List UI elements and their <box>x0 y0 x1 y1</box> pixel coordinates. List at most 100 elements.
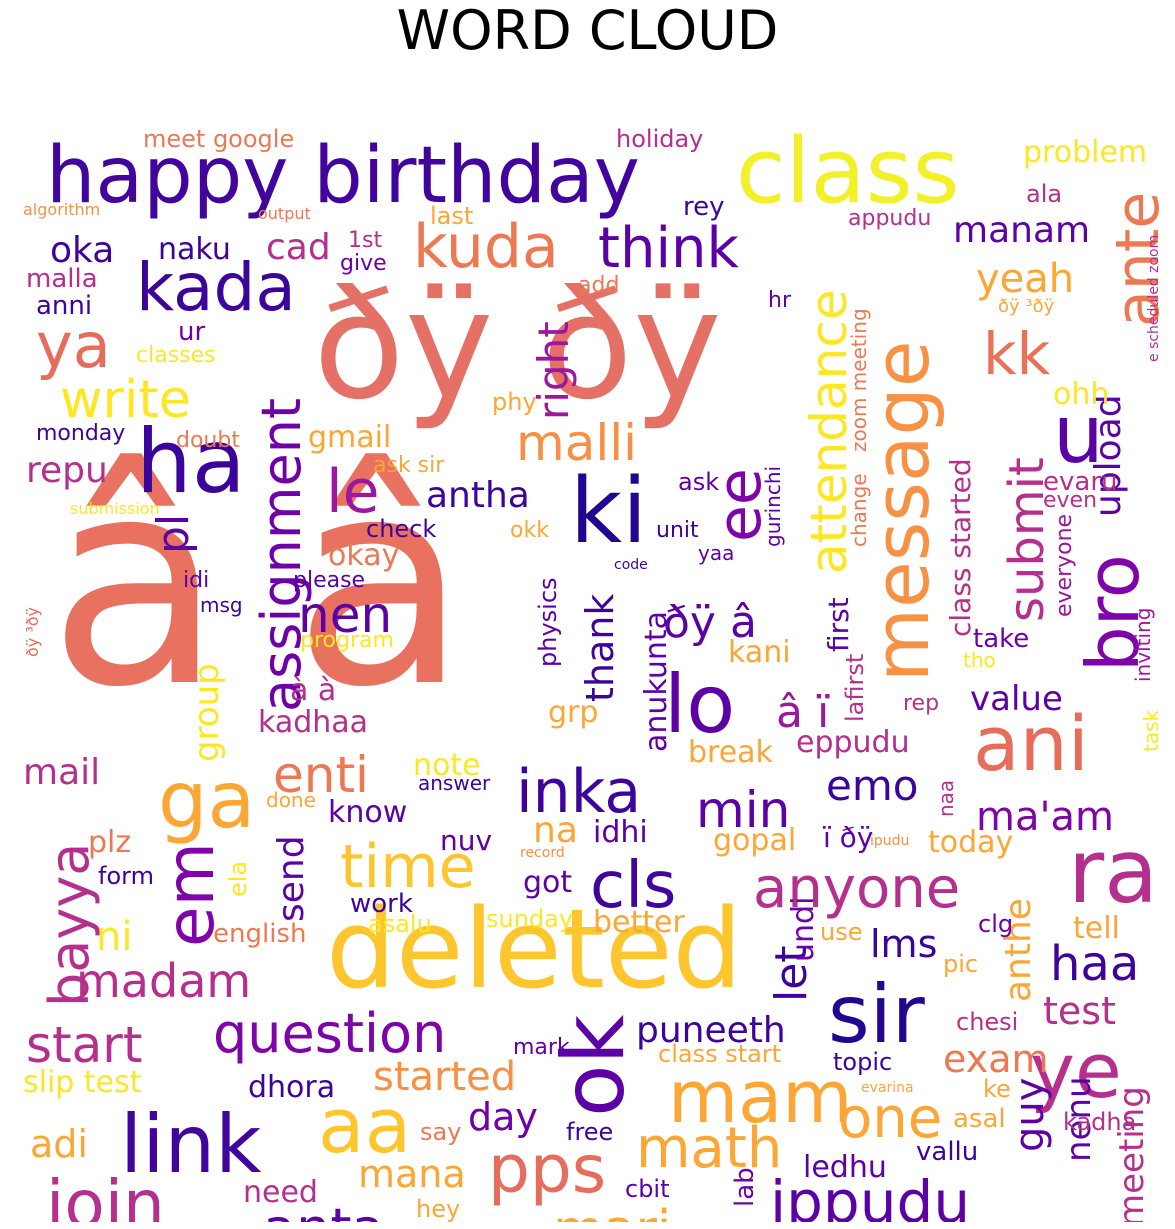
word-146: add <box>578 273 619 298</box>
word-44: link <box>120 1098 262 1191</box>
word-185: take <box>973 624 1029 654</box>
word-180: first <box>822 597 855 652</box>
word-72: exam <box>943 1037 1049 1081</box>
word-43: aa <box>318 1081 411 1170</box>
word-88: form <box>98 862 154 890</box>
word-113: ke <box>983 1075 1011 1103</box>
word-51: time <box>340 832 476 902</box>
word-197: ðÿ ³ðÿ <box>998 296 1055 317</box>
word-195: inviting <box>1131 608 1155 682</box>
word-38: mam <box>668 1055 852 1139</box>
word-17: antha <box>426 475 530 516</box>
word-92: know <box>328 795 407 830</box>
word-167: note <box>413 748 481 783</box>
word-177: break <box>688 735 774 770</box>
word-110: class start <box>658 1040 781 1068</box>
word-34: ra <box>1068 820 1158 923</box>
word-111: topic <box>833 1048 892 1076</box>
word-61: nen <box>298 586 392 644</box>
word-122: hey <box>416 1195 460 1222</box>
word-149: appudu <box>848 206 931 231</box>
word-84: adi <box>30 1122 88 1166</box>
word-191: record <box>520 845 565 861</box>
word-173: code <box>614 557 648 573</box>
word-80: mana <box>358 1152 466 1196</box>
word-132: repu <box>26 450 108 491</box>
word-49: start <box>26 1016 142 1074</box>
word-104: today <box>928 825 1013 860</box>
word-82: dhora <box>248 1070 335 1105</box>
word-73: guy <box>1007 1078 1053 1152</box>
word-171: unit <box>656 518 699 543</box>
word-67: let <box>766 945 817 1002</box>
word-74: nenu <box>1059 1076 1099 1162</box>
word-16: ki <box>570 459 647 564</box>
word-96: na <box>533 810 578 851</box>
word-120: free <box>566 1118 613 1146</box>
word-199: e scheduled zoom <box>1146 235 1162 362</box>
word-165: à à <box>290 673 336 708</box>
word-93: work <box>350 889 413 919</box>
word-174: physics <box>534 577 562 667</box>
word-109: chesi <box>956 1008 1018 1036</box>
word-47: mari <box>553 1200 671 1222</box>
word-162: msg <box>200 593 243 617</box>
word-187: rep <box>903 691 939 716</box>
word-94: asalu <box>368 910 432 938</box>
word-159: okk <box>510 518 549 543</box>
word-55: min <box>696 781 790 839</box>
word-23: bro <box>1071 554 1155 672</box>
word-153: algorithm <box>23 200 100 219</box>
word-138: anni <box>36 291 92 321</box>
word-9: kada <box>136 249 296 326</box>
word-75: meeting <box>1112 1086 1152 1222</box>
word-8: think <box>598 216 740 281</box>
word-6: message <box>857 340 946 682</box>
word-66: anukunta <box>639 611 674 752</box>
word-1: â <box>293 418 468 750</box>
word-179: lafirst <box>841 654 869 722</box>
word-112: mark <box>513 1035 570 1060</box>
word-40: math <box>636 1116 782 1181</box>
word-151: meet google <box>143 125 294 153</box>
word-144: give <box>340 251 387 276</box>
word-14: le <box>326 457 380 527</box>
word-139: malla <box>26 264 98 294</box>
word-18: right <box>529 321 578 420</box>
word-161: idi <box>183 568 209 593</box>
word-24: ante <box>1103 192 1168 327</box>
word-63: ðÿ â <box>663 597 757 648</box>
word-21: attendance <box>800 289 858 574</box>
word-150: holiday <box>616 125 703 153</box>
word-70: anthe <box>998 898 1039 1002</box>
word-78: started <box>373 1054 516 1100</box>
word-4: class <box>736 119 959 224</box>
word-163: program <box>300 628 394 653</box>
word-65: thank <box>578 594 622 702</box>
word-115: kadha <box>1063 1108 1136 1136</box>
word-41: ippudu <box>770 1168 970 1222</box>
word-141: naku <box>158 232 231 267</box>
word-46: anta <box>263 1197 385 1222</box>
word-101: gopal <box>713 823 796 858</box>
word-31: problem <box>1023 135 1147 170</box>
word-172: yaa <box>698 541 734 565</box>
word-cloud-title: WORD CLOUD <box>396 0 779 62</box>
word-170: ask <box>678 468 719 496</box>
word-30: ohh <box>1053 377 1109 412</box>
word-20: ee <box>705 468 775 542</box>
word-147: rey <box>683 192 725 222</box>
word-157: check <box>366 515 436 543</box>
word-45: join <box>44 1166 165 1222</box>
word-137: ur <box>178 317 205 347</box>
word-62: enti <box>273 746 369 804</box>
word-160: please <box>293 568 365 593</box>
word-22: u <box>1053 388 1104 481</box>
word-140: oka <box>50 230 114 271</box>
word-103: tell <box>1073 911 1120 946</box>
word-26: yeah <box>976 256 1074 302</box>
word-19: lo <box>664 658 735 751</box>
word-90: send <box>271 835 312 922</box>
word-143: 1st <box>348 228 382 253</box>
